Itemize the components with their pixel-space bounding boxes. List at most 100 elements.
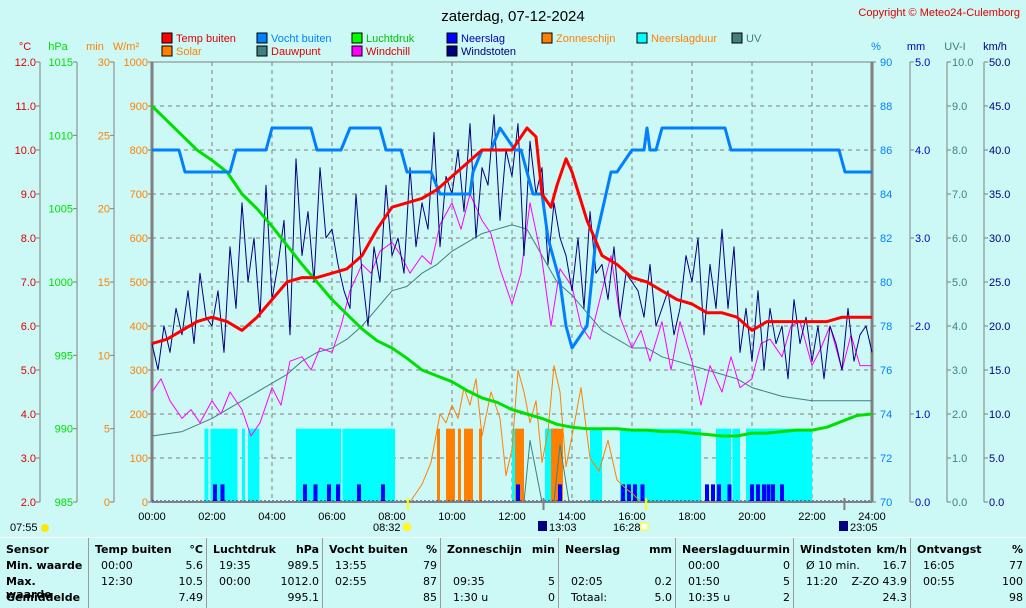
series-solar	[409, 365, 642, 503]
stats-row: 19:35 989.5	[213, 559, 319, 575]
legend-swatch	[161, 45, 173, 57]
x-tick-label: 04:00	[258, 511, 286, 523]
axis-tick-label-humidity: 88	[880, 101, 892, 113]
axis-tick-label-uv: 5.0	[952, 277, 967, 289]
stats-column: Sensor Min. waarde Max. waarde Gemiddelde	[0, 538, 88, 608]
stats-header: Zonneschijn min	[447, 543, 555, 559]
stats-header: Ontvangst%	[917, 543, 1023, 559]
legend-label: Windstoten	[461, 46, 516, 58]
stats-label: 1:30 u	[453, 591, 489, 604]
axis-tick-label-pressure: 995	[55, 350, 73, 362]
axis-tick-label-wind: 30.0	[989, 233, 1010, 245]
stats-header: Windstoten km/h	[800, 543, 907, 559]
separator	[0, 537, 1026, 538]
axis-tick-label-rain: 1.0	[915, 409, 930, 421]
stats-row: 98	[917, 591, 1023, 607]
stats-label: 09:35	[453, 575, 485, 588]
axis-tick-label-wind: 35.0	[989, 189, 1010, 201]
stats-value: 5.0	[654, 591, 673, 604]
moonset-time: 23:05	[850, 522, 878, 534]
zonneschijn-bar	[515, 428, 524, 502]
legend-swatch	[636, 32, 648, 44]
axis-tick-label-temp: 2.0	[21, 497, 36, 509]
stats-value: 10.5	[178, 575, 204, 588]
neerslag-bar	[633, 484, 637, 502]
axis-tick-label-pressure: 1000	[49, 277, 73, 289]
axis-tick-label-temp: 7.0	[21, 277, 36, 289]
stats-value: 5.6	[185, 559, 204, 572]
stats-row: Totaal: 5.0	[565, 591, 672, 607]
stats-value: 0	[783, 559, 790, 572]
stats-value: 100	[1002, 575, 1023, 588]
x-tick-label: 08:00	[378, 511, 406, 523]
sunrise-icon	[402, 522, 412, 532]
stats-value: 98	[1009, 591, 1023, 604]
stats-label: Temp buiten	[95, 543, 172, 556]
axis-unit-wind: km/h	[983, 41, 1007, 53]
axis-tick-label-minutes: 0	[104, 497, 110, 509]
stats-value: 2	[783, 591, 790, 604]
x-tick-label: 06:00	[318, 511, 346, 523]
stats-column: Neerslag mm 02:05 0.2 Totaal: 5.0	[558, 538, 676, 608]
x-tick-label: 24:00	[858, 511, 886, 523]
stats-row: 02:55 87	[329, 575, 437, 591]
legend-label: Luchtdruk	[366, 33, 415, 45]
axis-tick-label-minutes: 5	[104, 424, 110, 436]
series-dauwpunt	[151, 224, 872, 437]
axis-tick-label-minutes: 25	[98, 130, 110, 142]
axis-tick-label-uv: 3.0	[952, 365, 967, 377]
axis-unit-rain: mm	[907, 41, 925, 53]
neerslag-bar	[220, 484, 225, 502]
stats-value: min	[531, 543, 555, 556]
stats-row: Max. waarde	[6, 575, 84, 601]
legend-label: Zonneschijn	[556, 33, 615, 45]
stats-value: mm	[649, 543, 672, 556]
neerslag-bar	[313, 484, 318, 502]
axis-tick-label-wind: 50.0	[989, 57, 1010, 69]
axis-tick-label-rain: 0.0	[915, 497, 930, 509]
axis-tick-label-solar: 800	[130, 145, 148, 157]
series-temp-buiten	[151, 126, 872, 346]
neerslagduur-bar	[716, 428, 731, 502]
stats-label: Sensor	[6, 543, 49, 556]
axis-tick-label-solar: 500	[130, 277, 148, 289]
stats-column: Windstoten km/h Ø 10 min. 16.7 11:20 Z-ZO 43.…	[793, 538, 911, 608]
stats-value: °C	[189, 543, 203, 556]
stats-label: Neerslagduur	[682, 543, 767, 556]
left-time: 07:55	[10, 522, 38, 534]
axis-tick-label-temp: 6.0	[21, 321, 36, 333]
neerslag-bar	[621, 484, 625, 502]
legend-swatch	[351, 32, 363, 44]
stats-value: 0.2	[654, 575, 673, 588]
axis-tick-label-uv: 10.0	[952, 57, 973, 69]
axis-tick-label-solar: 0	[142, 497, 148, 509]
stats-label: Neerslag	[565, 543, 621, 556]
axis-tick-label-wind: 25.0	[989, 277, 1010, 289]
zonneschijn-bar	[479, 428, 482, 502]
axis-tick-label-temp: 9.0	[21, 189, 36, 201]
axis-unit-solar: W/m²	[113, 41, 140, 53]
stats-row: 1:30 u 0	[447, 591, 555, 607]
neerslagduur-bar	[620, 428, 701, 502]
legend-label: Solar	[176, 46, 202, 58]
sunrise-time: 08:32	[373, 522, 401, 534]
axis-unit-pressure: hPa	[48, 41, 68, 53]
neerslagduur-bar	[296, 428, 341, 502]
axis-tick-label-humidity: 78	[880, 321, 892, 333]
stats-value: km/h	[876, 543, 907, 556]
neerslagduur-bar	[204, 428, 209, 502]
legend-swatch	[446, 45, 458, 57]
stats-value: 87	[423, 575, 437, 588]
series-lines	[150, 104, 873, 503]
axis-tick-label-humidity: 70	[880, 497, 892, 509]
axis-tick-label-wind: 40.0	[989, 145, 1010, 157]
axis-tick-label-pressure: 1005	[49, 204, 73, 216]
legend-label: UV	[746, 33, 762, 45]
neerslag-bar	[771, 484, 775, 502]
x-tick-label: 14:00	[558, 511, 586, 523]
axis-tick-label-humidity: 72	[880, 453, 892, 465]
zonneschijn-bar	[446, 428, 455, 502]
series-vocht-buiten	[152, 126, 872, 350]
stats-label: Windstoten	[800, 543, 872, 556]
neerslag-bar	[727, 484, 732, 502]
